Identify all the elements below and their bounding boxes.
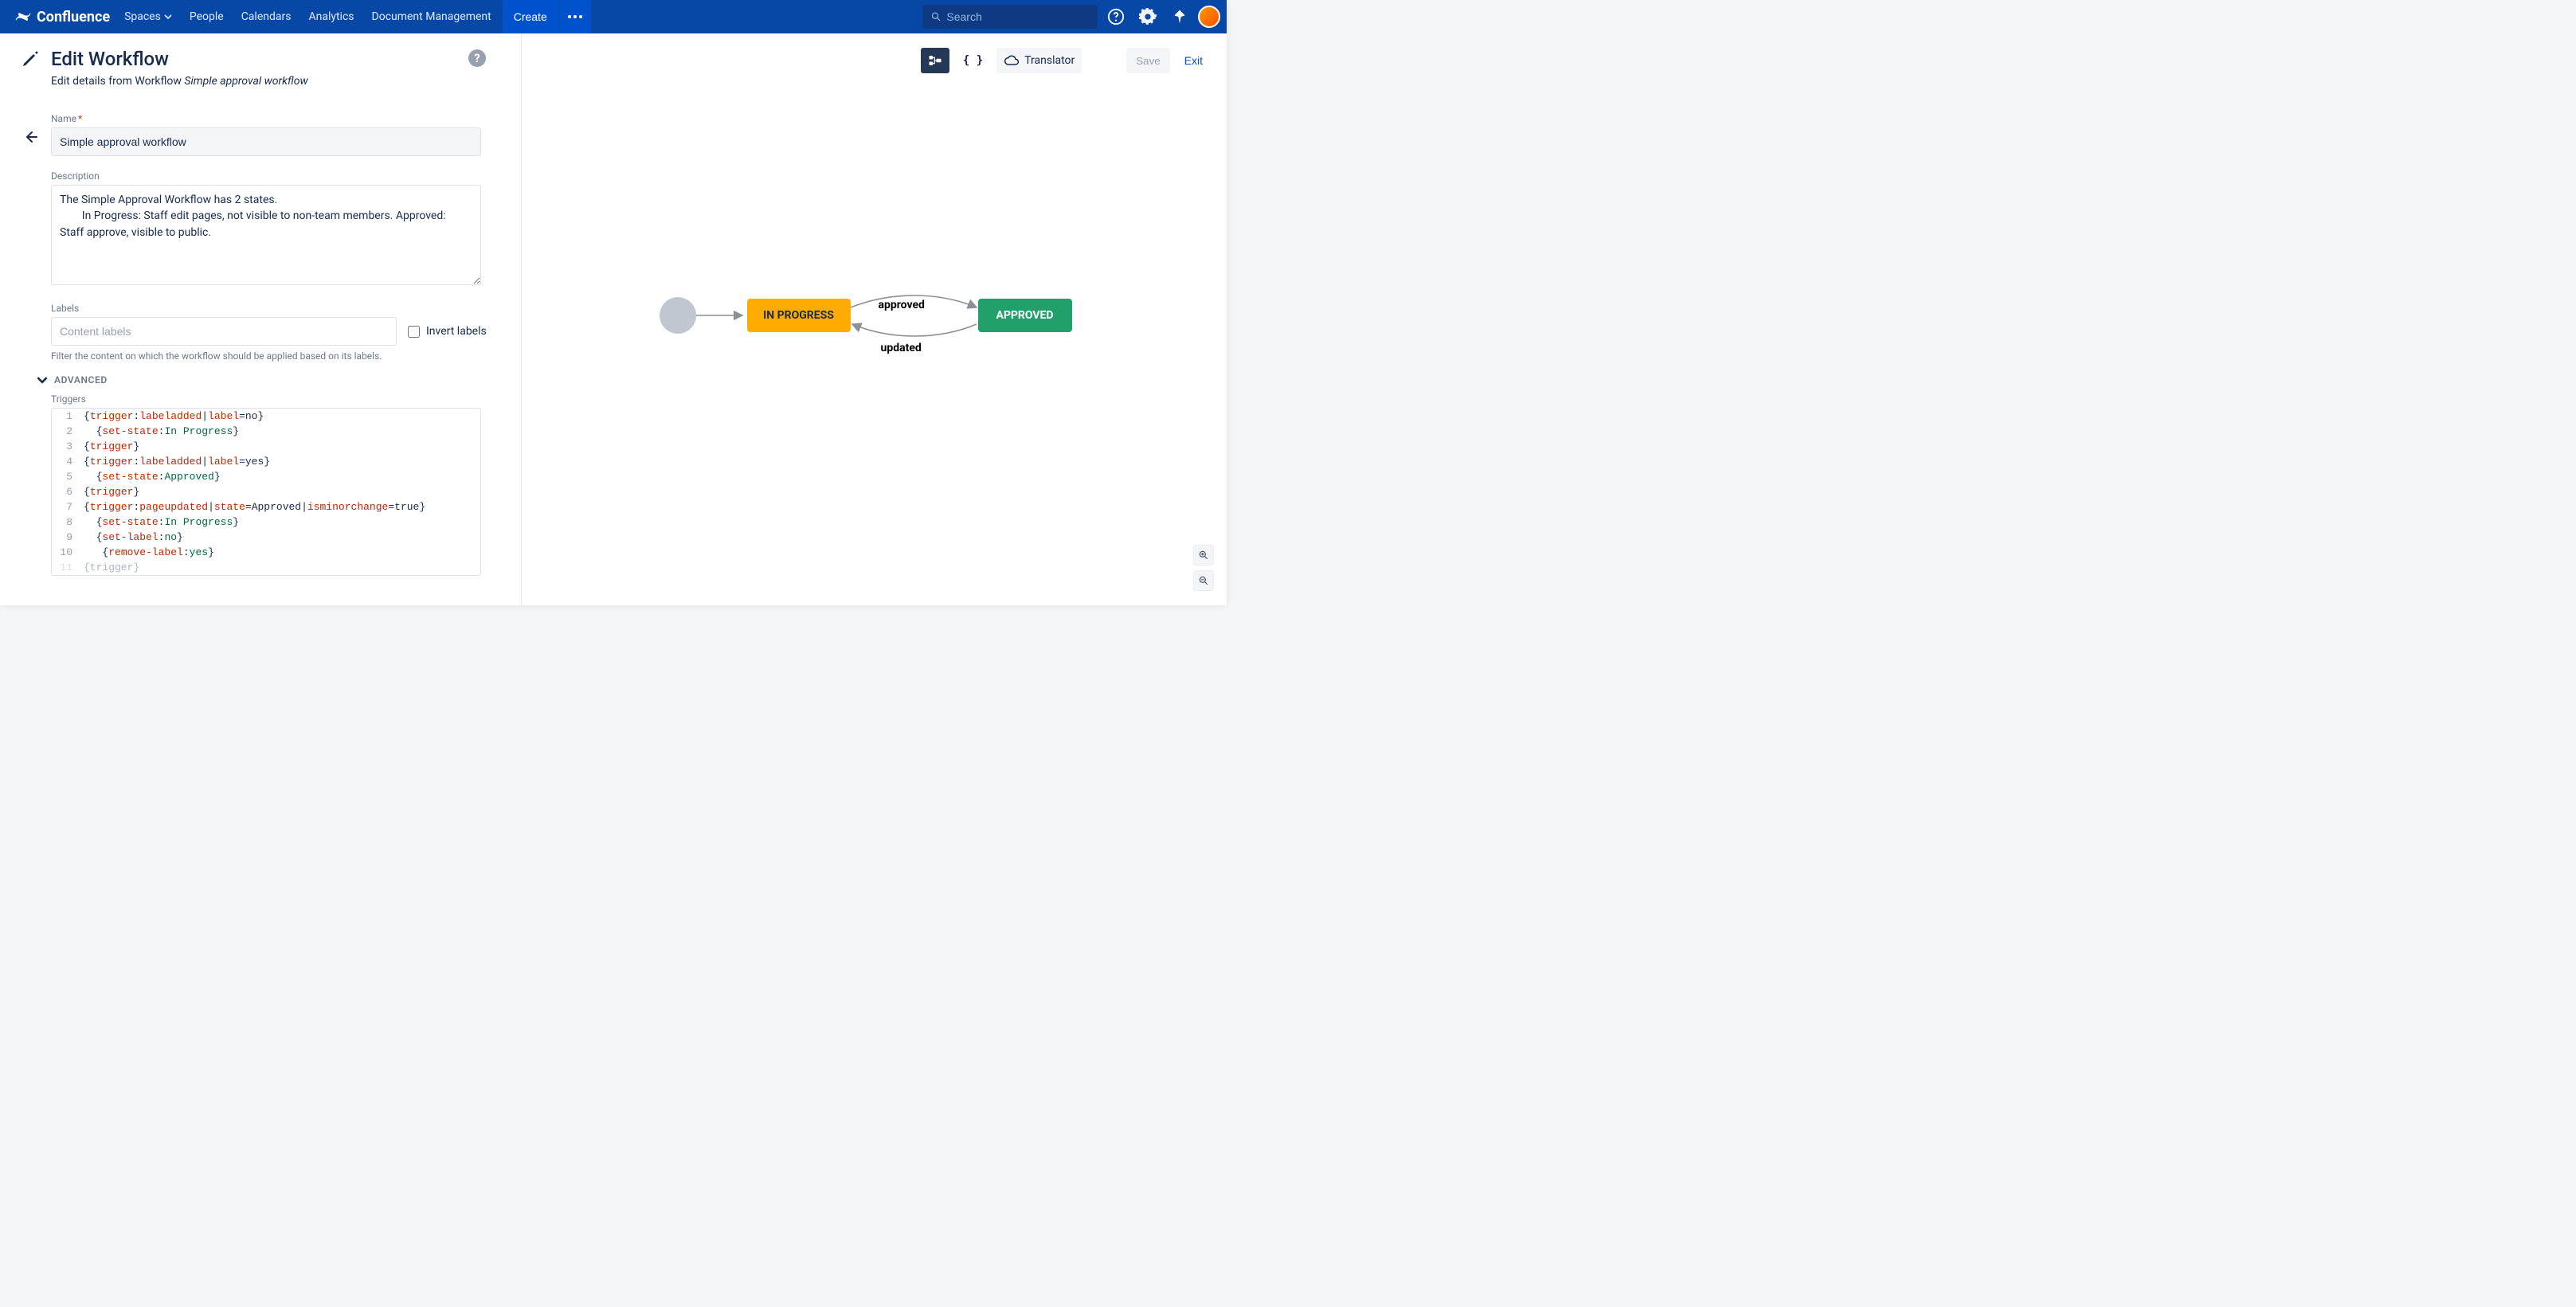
back-button[interactable] (21, 127, 40, 147)
chevron-down-icon (164, 13, 172, 21)
description-textarea[interactable] (51, 185, 481, 285)
diagram-start-node[interactable] (660, 297, 696, 334)
workflow-diagram: IN PROGRESS APPROVED approved updated (660, 264, 1090, 375)
labels-help-text: Filter the content on which the workflow… (51, 350, 500, 362)
pencil-icon (21, 49, 40, 68)
top-nav: Confluence Spaces People Calendars Analy… (0, 0, 1227, 33)
search-icon (930, 10, 942, 23)
advanced-toggle[interactable]: ADVANCED (37, 374, 500, 385)
nav-items: Spaces People Calendars Analytics Docume… (124, 10, 491, 23)
brand[interactable]: Confluence (14, 8, 110, 25)
confluence-logo-icon (14, 8, 32, 25)
nav-people[interactable]: People (190, 10, 224, 23)
nav-spaces[interactable]: Spaces (124, 10, 172, 23)
code-view-button[interactable]: { } (956, 48, 990, 73)
nav-calendars[interactable]: Calendars (241, 10, 292, 23)
labels-input[interactable] (51, 317, 397, 346)
search-input[interactable] (946, 10, 1090, 23)
ellipsis-icon (568, 15, 582, 18)
right-toolbar: { } Translator Save Exit (921, 48, 1211, 73)
diagram-approved-node[interactable]: APPROVED (978, 299, 1072, 332)
diagram-in-progress-node[interactable]: IN PROGRESS (747, 299, 851, 332)
triggers-label: Triggers (51, 393, 500, 405)
gear-icon (1139, 8, 1157, 25)
diagram-edge-updated: updated (881, 342, 922, 354)
left-pane: Edit Workflow Edit details from Workflow… (0, 33, 522, 605)
description-label: Description (51, 170, 500, 182)
chevron-down-icon (37, 374, 48, 385)
cloud-icon (1004, 53, 1020, 68)
search-container[interactable] (922, 5, 1098, 29)
help-circle-icon (1107, 8, 1125, 25)
settings-button[interactable] (1134, 3, 1161, 30)
page-subtitle: Edit details from Workflow Simple approv… (51, 75, 521, 88)
zoom-out-icon (1198, 575, 1209, 586)
nav-analytics[interactable]: Analytics (308, 10, 354, 23)
avatar[interactable] (1198, 6, 1220, 28)
name-label: Name* (51, 113, 500, 124)
more-button[interactable] (559, 0, 591, 33)
nav-document-management[interactable]: Document Management (372, 10, 491, 23)
diagram-icon (928, 53, 942, 68)
diagram-view-button[interactable] (921, 48, 949, 73)
save-button: Save (1126, 48, 1169, 73)
help-button[interactable] (1102, 3, 1129, 30)
diagram-edge-approved: approved (879, 299, 925, 311)
zoom-in-button[interactable] (1193, 545, 1214, 565)
translator-button[interactable]: Translator (996, 48, 1082, 73)
help-icon[interactable]: ? (468, 49, 486, 67)
name-input[interactable] (51, 127, 481, 156)
create-button[interactable]: Create (503, 0, 558, 33)
labels-label: Labels (51, 303, 500, 314)
invert-labels-checkbox[interactable]: Invert labels (408, 325, 487, 338)
notifications-button[interactable] (1166, 3, 1193, 30)
bell-icon (1172, 9, 1188, 25)
page-title: Edit Workflow (51, 48, 169, 70)
brand-text: Confluence (37, 9, 110, 25)
triggers-code-editor[interactable]: 1{trigger:labeladded|label=no}2 {set-sta… (51, 408, 481, 576)
exit-button[interactable]: Exit (1176, 48, 1211, 73)
zoom-out-button[interactable] (1193, 570, 1214, 591)
zoom-controls (1193, 545, 1214, 591)
right-pane: { } Translator Save Exit (522, 33, 1227, 605)
zoom-in-icon (1198, 550, 1209, 561)
